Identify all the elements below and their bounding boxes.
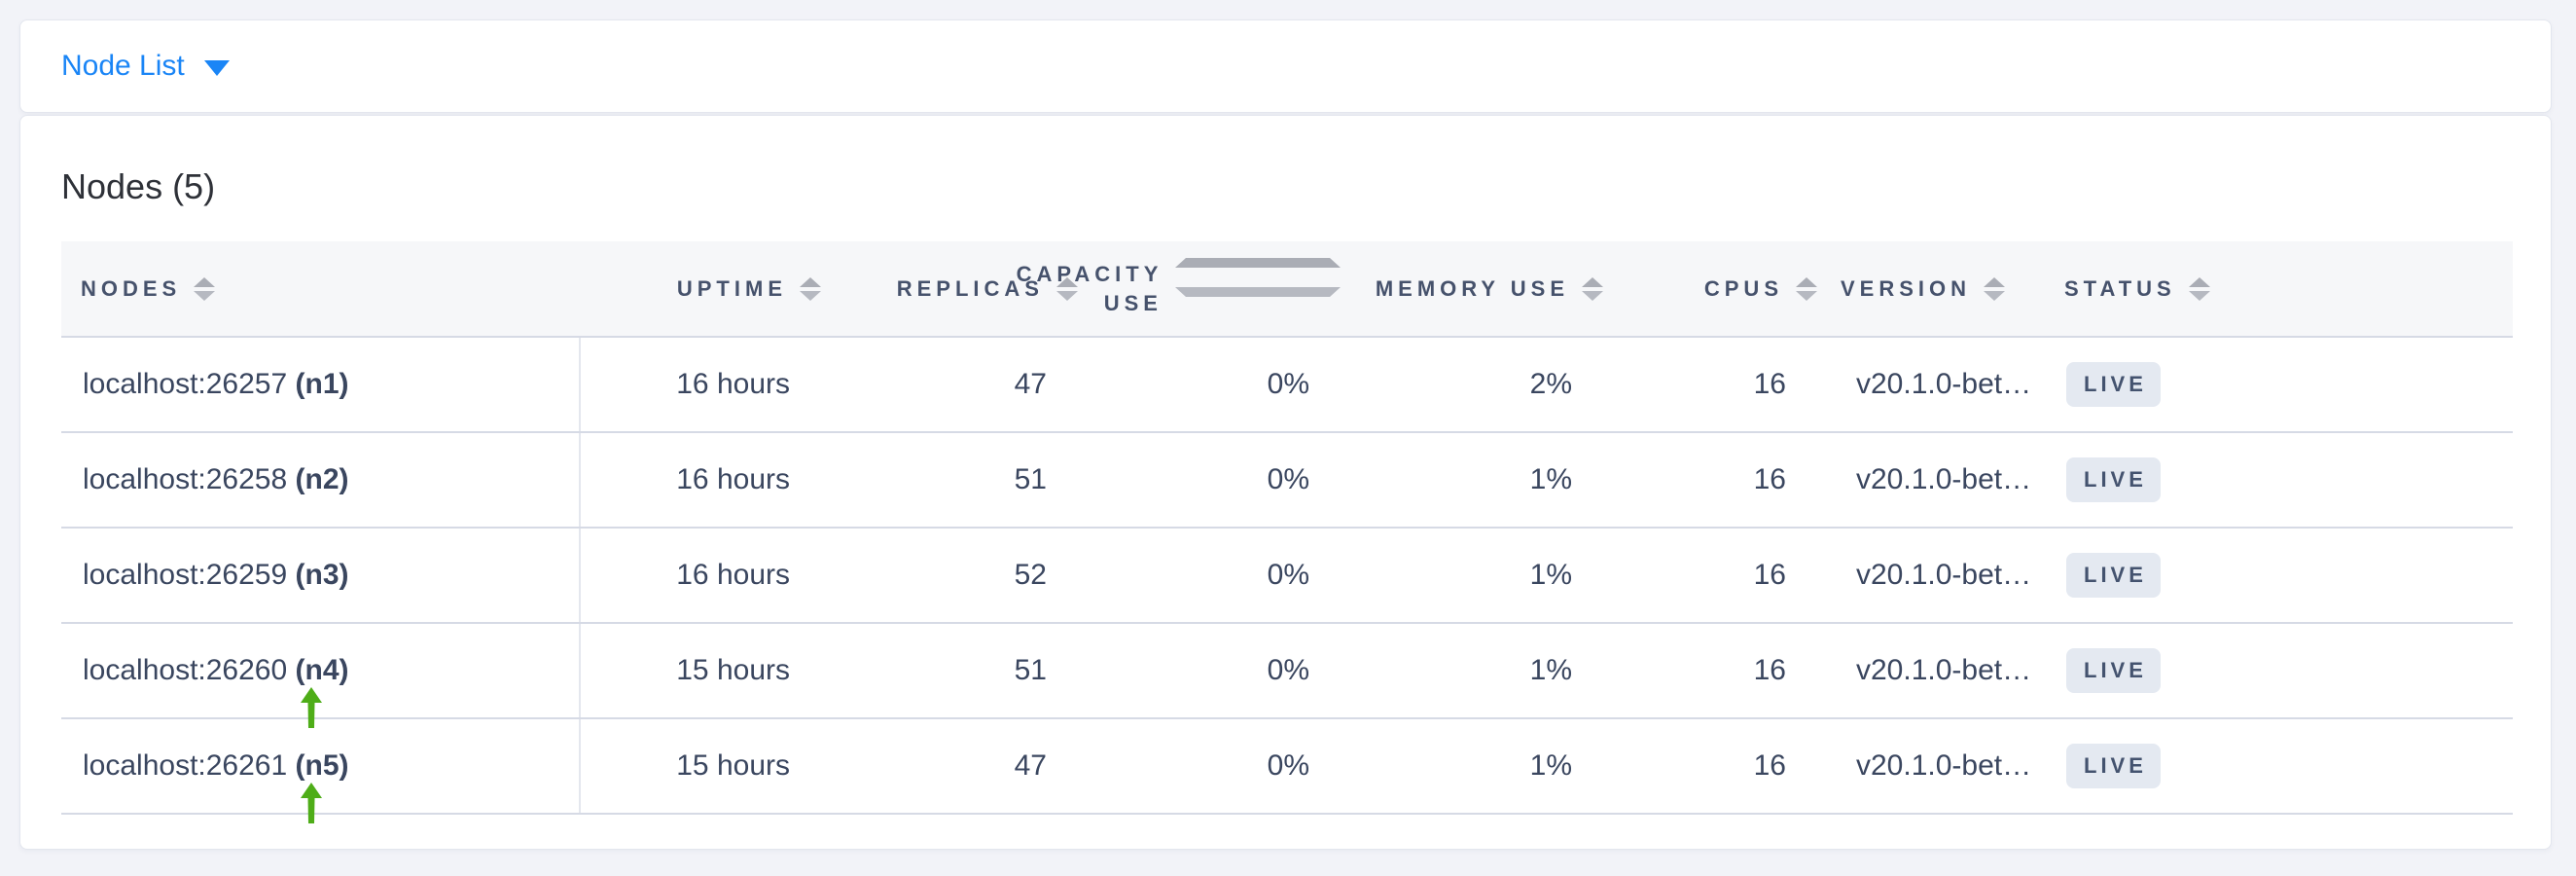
node-id: (n5) — [295, 749, 349, 782]
node-list-dropdown[interactable]: Node List — [20, 20, 230, 112]
node-address: localhost:26258 — [83, 463, 288, 495]
uptime-cell: 15 hours — [580, 623, 825, 719]
column-header-label: UPTIME — [676, 275, 787, 301]
status-badge: LIVE — [2066, 744, 2161, 788]
cpus-cell: 16 — [1607, 718, 1821, 815]
replicas-cell: 51 — [825, 432, 1082, 529]
memory-use-cell: 1% — [1344, 718, 1607, 815]
uptime-cell: 16 hours — [580, 337, 825, 433]
node-id: (n2) — [295, 463, 349, 495]
sort-icon — [1175, 246, 1341, 305]
page-selector-bar: Node List — [19, 19, 2552, 113]
uptime-cell: 16 hours — [580, 528, 825, 624]
column-header-capacity-use[interactable]: CAPACITY USE — [1017, 241, 1344, 338]
memory-use-cell: 1% — [1344, 528, 1607, 624]
sort-icon — [1582, 276, 1603, 301]
nodes-table: NODES UPTIME REPLICAS CAPACITY USE M — [61, 241, 2513, 823]
sort-icon — [194, 276, 216, 301]
table-row-node-4[interactable]: localhost:26260 (n4) 15 hours 51 0% 1% 1… — [61, 623, 2513, 728]
capacity-use-cell: 0% — [1082, 432, 1344, 529]
sort-icon — [1056, 276, 1078, 301]
sort-icon — [1984, 276, 2006, 301]
version-cell: v20.1.0-bet… — [1821, 718, 2045, 815]
status-badge: LIVE — [2066, 362, 2161, 407]
version-cell: v20.1.0-bet… — [1821, 623, 2045, 719]
sort-icon — [1796, 276, 1817, 301]
column-header-version[interactable]: VERSION — [1821, 241, 2045, 338]
cpus-cell: 16 — [1607, 432, 1821, 529]
memory-use-cell: 1% — [1344, 623, 1607, 719]
capacity-use-cell: 0% — [1082, 718, 1344, 815]
status-cell: LIVE — [2045, 623, 2513, 719]
column-header-memory-use[interactable]: MEMORY USE — [1344, 241, 1607, 338]
table-header-row: NODES UPTIME REPLICAS CAPACITY USE M — [61, 241, 2513, 338]
column-header-nodes[interactable]: NODES — [61, 241, 580, 338]
version-cell: v20.1.0-bet… — [1821, 528, 2045, 624]
status-cell: LIVE — [2045, 337, 2513, 433]
node-id: (n1) — [295, 368, 349, 400]
table-row-node-5[interactable]: localhost:26261 (n5) 15 hours 47 0% 1% 1… — [61, 718, 2513, 823]
node-address: localhost:26260 — [83, 654, 288, 686]
annotation-arrow-up-icon — [301, 783, 322, 823]
table-row-node-1[interactable]: localhost:26257 (n1) 16 hours 47 0% 2% 1… — [61, 337, 2513, 433]
status-cell: LIVE — [2045, 718, 2513, 815]
nodes-panel: Nodes (5) NODES UPTIME REPLICAS — [19, 115, 2552, 850]
replicas-cell: 47 — [825, 337, 1082, 433]
column-header-label: VERSION — [1841, 275, 1972, 301]
sort-icon — [800, 276, 821, 301]
cpus-cell: 16 — [1607, 623, 1821, 719]
status-badge: LIVE — [2066, 648, 2161, 693]
capacity-use-cell: 0% — [1082, 623, 1344, 719]
status-badge: LIVE — [2066, 457, 2161, 502]
node-address: localhost:26259 — [83, 559, 288, 591]
annotation-arrow-up-icon — [301, 687, 322, 728]
version-cell: v20.1.0-bet… — [1821, 432, 2045, 529]
uptime-cell: 16 hours — [580, 432, 825, 529]
status-badge: LIVE — [2066, 553, 2161, 598]
column-header-status[interactable]: STATUS — [2045, 241, 2513, 338]
version-cell: v20.1.0-bet… — [1821, 337, 2045, 433]
capacity-use-cell: 0% — [1082, 337, 1344, 433]
node-address-cell: localhost:26260 (n4) — [61, 623, 581, 728]
column-header-label: NODES — [81, 275, 182, 301]
node-address-cell: localhost:26257 (n1) — [61, 337, 581, 433]
node-address: localhost:26261 — [83, 749, 288, 782]
replicas-cell: 47 — [825, 718, 1082, 815]
replicas-cell: 52 — [825, 528, 1082, 624]
column-header-label: CAPACITY USE — [1016, 261, 1163, 315]
node-id: (n3) — [295, 559, 349, 591]
cpus-cell: 16 — [1607, 337, 1821, 433]
memory-use-cell: 1% — [1344, 432, 1607, 529]
status-cell: LIVE — [2045, 528, 2513, 624]
node-id: (n4) — [295, 654, 349, 686]
table-row-node-3[interactable]: localhost:26259 (n3) 16 hours 52 0% 1% 1… — [61, 528, 2513, 624]
status-cell: LIVE — [2045, 432, 2513, 529]
column-header-uptime[interactable]: UPTIME — [580, 241, 825, 338]
node-address-cell: localhost:26261 (n5) — [61, 718, 581, 823]
column-header-label: STATUS — [2064, 275, 2176, 301]
node-address-cell: localhost:26258 (n2) — [61, 432, 581, 529]
chevron-down-icon — [203, 59, 230, 76]
node-address: localhost:26257 — [83, 368, 288, 400]
memory-use-cell: 2% — [1344, 337, 1607, 433]
node-address-cell: localhost:26259 (n3) — [61, 528, 581, 624]
column-header-replicas[interactable]: REPLICAS — [825, 241, 1082, 338]
capacity-use-cell: 0% — [1082, 528, 1344, 624]
table-row-node-2[interactable]: localhost:26258 (n2) 16 hours 51 0% 1% 1… — [61, 432, 2513, 529]
column-header-label: CPUS — [1703, 275, 1783, 301]
column-header-label: REPLICAS — [896, 275, 1044, 301]
cpus-cell: 16 — [1607, 528, 1821, 624]
uptime-cell: 15 hours — [580, 718, 825, 815]
sort-icon — [2188, 276, 2210, 301]
column-header-label: MEMORY USE — [1375, 275, 1569, 301]
page-title: Nodes (5) — [61, 166, 216, 206]
column-header-cpus[interactable]: CPUS — [1607, 241, 1821, 338]
replicas-cell: 51 — [825, 623, 1082, 719]
node-list-dropdown-label: Node List — [61, 50, 185, 82]
